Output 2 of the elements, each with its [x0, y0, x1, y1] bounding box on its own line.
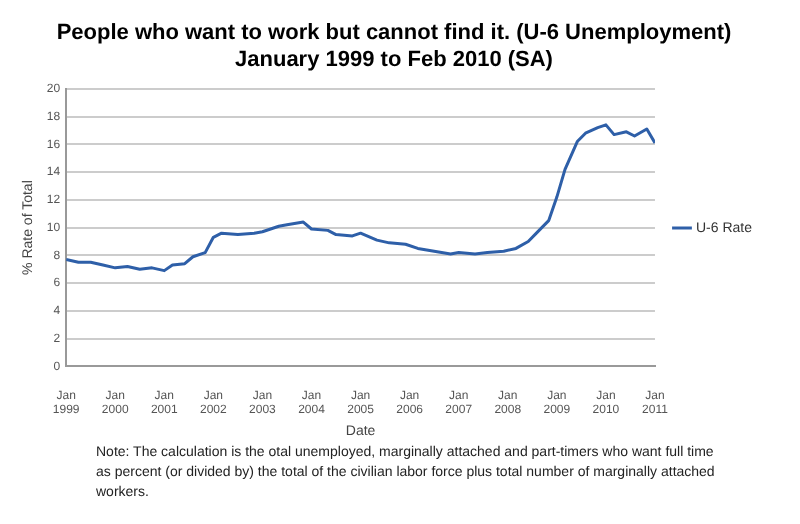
- chart-subtitle: January 1999 to Feb 2010 (SA): [235, 47, 554, 72]
- chart-title: People who want to work but cannot find it. (U-6 Unemployment): [56, 21, 732, 46]
